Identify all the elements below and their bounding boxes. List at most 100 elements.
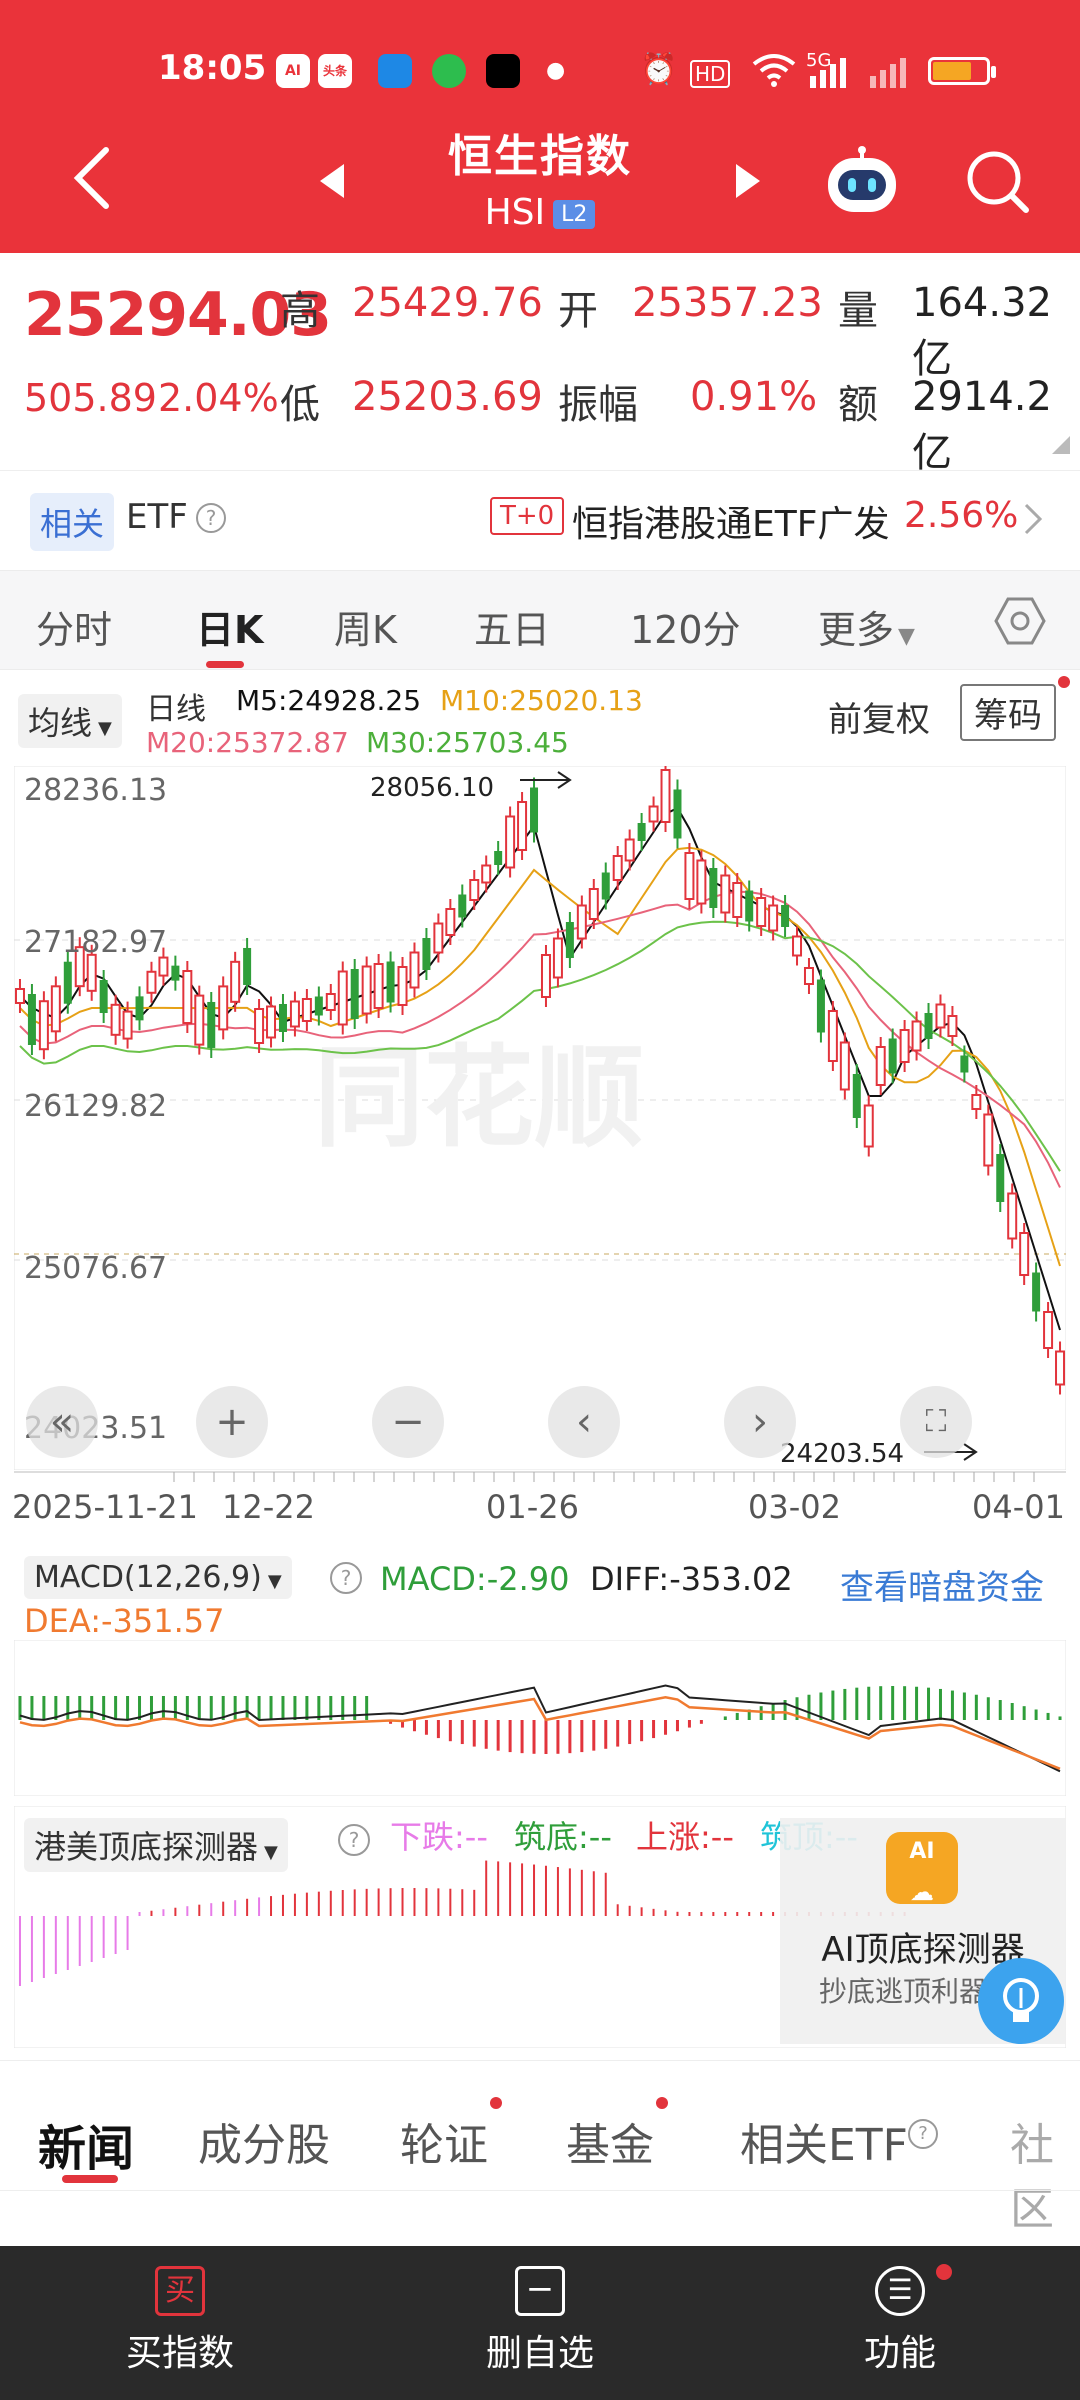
signal-icon [810, 58, 910, 96]
x-label-0: 2025-11-21 [12, 1488, 198, 1526]
robot-assistant-icon[interactable] [824, 146, 900, 220]
zoom-in-button[interactable]: + [196, 1386, 268, 1458]
scroll-to-start-button[interactable]: « [26, 1386, 98, 1458]
status-bar: 18:05 AI 头条 ● ⏰ HD 5G [0, 40, 1080, 100]
help-icon[interactable]: ? [338, 1824, 370, 1856]
macd-selector-label: MACD(12,26,9) [34, 1560, 262, 1595]
current-price: 25294.03 [24, 280, 332, 350]
dark-pool-link[interactable]: 查看暗盘资金 [840, 1568, 1044, 1608]
chevron-right-icon [1024, 503, 1043, 535]
ma30-value: M30:25703.45 [366, 726, 569, 759]
network-label: 5G [806, 50, 832, 71]
remove-label: 删自选 [485, 2333, 594, 2374]
tab-news[interactable]: 新闻 [38, 2121, 135, 2177]
tab-120min[interactable]: 120分 [630, 608, 741, 652]
etf-pct: 2.56% [904, 495, 1019, 536]
settings-icon[interactable] [994, 595, 1046, 647]
x-axis-ticks [14, 1471, 1066, 1482]
chart-watermark: 同花顺 [314, 1034, 644, 1162]
scroll-right-button[interactable]: › [724, 1386, 796, 1458]
x-label-3: 03-02 [748, 1488, 841, 1526]
macd-chart[interactable] [14, 1640, 1066, 1796]
tab-funds[interactable]: 基金 [566, 2120, 654, 2171]
detector-selector[interactable]: 港美顶底探测器 ▼ [24, 1818, 288, 1872]
up-label: 上涨:-- [636, 1818, 734, 1856]
next-index-button[interactable] [734, 162, 762, 204]
news-list-area [0, 2190, 1080, 2246]
prev-index-button[interactable] [318, 162, 346, 204]
scroll-left-button[interactable]: ‹ [548, 1386, 620, 1458]
functions-label: 功能 [863, 2333, 936, 2374]
remove-watchlist-button[interactable]: − 删自选 [420, 2266, 660, 2376]
active-tab-indicator [206, 661, 244, 668]
functions-dot [936, 2264, 952, 2280]
battery-icon [928, 57, 996, 85]
x-label-4: 04-01 [972, 1488, 1065, 1526]
ma-dropdown[interactable]: 均线 ▼ [18, 694, 122, 748]
more-dot-icon: ● [546, 58, 566, 83]
tab-more[interactable]: 更多 ▼ [818, 599, 915, 654]
zoom-out-button[interactable]: − [372, 1386, 444, 1458]
low-label: 低 [280, 382, 320, 428]
help-icon[interactable]: ? [196, 503, 226, 533]
functions-button[interactable]: ☰ 功能 [780, 2264, 1020, 2376]
buy-label: 买指数 [125, 2333, 234, 2374]
help-icon[interactable]: ? [908, 2119, 938, 2149]
expand-corner-icon[interactable] [1052, 436, 1070, 454]
news-tab-indicator [62, 2175, 118, 2183]
search-icon[interactable] [964, 148, 1030, 218]
caret-down-icon: ▼ [98, 718, 112, 739]
arrow-right-icon [520, 771, 572, 789]
period-tabs: 分时 日K 周K 五日 120分 更多 ▼ [0, 570, 1080, 670]
related-tag: 相关 [30, 493, 115, 551]
help-icon[interactable]: ? [330, 1562, 362, 1594]
x-label-1: 12-22 [222, 1488, 315, 1526]
candlesticks [14, 766, 1066, 1395]
tab-warrants[interactable]: 轮证 [400, 2120, 488, 2171]
lightbulb-tip-button[interactable] [978, 1958, 1064, 2044]
tab-daily-k[interactable]: 日K [196, 608, 264, 652]
funds-dot [656, 2097, 668, 2109]
tab-related-etf[interactable]: 相关ETF [740, 2120, 908, 2171]
high-value: 25429.76 [352, 280, 543, 326]
diff-value: DIFF:-353.02 [590, 1560, 793, 1598]
y-label-2: 26129.82 [24, 1089, 167, 1124]
minus-box-icon: − [515, 2266, 565, 2316]
low-marker-label: 24203.54 [780, 1439, 904, 1469]
t0-badge: T+0 [490, 497, 565, 535]
macd-selector[interactable]: MACD(12,26,9) ▼ [24, 1556, 292, 1599]
lightbulb-icon [1003, 1978, 1039, 2022]
volume-value: 164.32亿 [912, 280, 1052, 382]
tab-five-day[interactable]: 五日 [474, 608, 551, 652]
tab-intraday[interactable]: 分时 [36, 608, 113, 652]
y-axis-labels: 28236.13 27182.97 26129.82 25076.67 2402… [24, 773, 167, 1446]
menu-circle-icon: ☰ [875, 2266, 925, 2316]
tab-weekly-k[interactable]: 周K [334, 608, 397, 652]
chips-button[interactable]: 筹码 [960, 684, 1056, 741]
related-etf-row[interactable]: 相关 ETF ? T+0 恒指港股通ETF广发 2.56% [0, 470, 1080, 570]
alarm-icon: ⏰ [640, 52, 678, 87]
diff-line [19, 1684, 1061, 1773]
level2-badge: L2 [553, 199, 596, 229]
tab-constituents[interactable]: 成分股 [198, 2120, 330, 2171]
line-type: 日线 [146, 692, 206, 727]
hd-icon: HD [690, 60, 731, 88]
high-marker-label: 28056.10 [370, 773, 494, 803]
news-tabs: 新闻 成分股 轮证 基金 相关ETF ? 社区 [0, 2060, 1080, 2235]
warrants-dot [490, 2097, 502, 2109]
index-code-text: HSI [484, 192, 546, 233]
dea-line [19, 1696, 1061, 1770]
y-label-0: 28236.13 [24, 773, 167, 808]
back-button[interactable] [72, 146, 112, 214]
fullscreen-button[interactable]: ⛶ [900, 1386, 972, 1458]
amount-value: 2914.2亿 [912, 374, 1052, 476]
clock: 18:05 [158, 48, 267, 88]
tab-community[interactable]: 社区 [1010, 2120, 1054, 2235]
kline-chart[interactable]: 同花顺 28236.13 27182.97 26129.82 25076.67 … [14, 766, 1066, 1470]
amplitude-value: 0.91% [690, 374, 818, 420]
buy-index-button[interactable]: 买 买指数 [60, 2266, 300, 2376]
ai-detector-title: AI顶底探测器 [821, 1930, 1025, 1970]
adjust-mode[interactable]: 前复权 [828, 700, 930, 740]
caret-down-icon: ▼ [267, 1571, 282, 1592]
etf-label: ETF [126, 497, 188, 537]
